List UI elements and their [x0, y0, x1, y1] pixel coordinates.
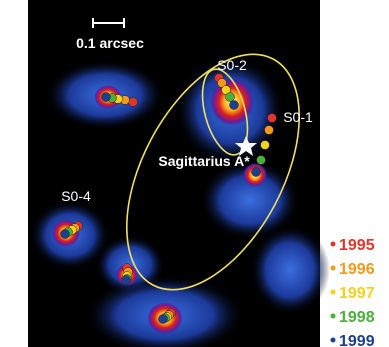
legend-bullet	[331, 338, 336, 343]
star-label: S0-4	[61, 188, 91, 204]
trail-dot	[252, 168, 261, 177]
trail-dot	[159, 315, 168, 324]
legend-label: 1999	[339, 333, 375, 347]
trail-dot	[261, 141, 270, 150]
trail-dot	[268, 114, 277, 123]
legend-bullet	[331, 266, 336, 271]
scale-label: 0.1 arcsec	[76, 35, 144, 51]
legend-label: 1995	[339, 237, 375, 254]
legend-label: 1996	[339, 261, 375, 278]
legend: 1995 1996 1997 1998 1999	[331, 237, 375, 347]
trail-dot	[230, 101, 239, 110]
trail-dot	[129, 98, 138, 107]
trail-dot	[61, 230, 70, 239]
trail-dot	[226, 93, 235, 102]
legend-label: 1998	[339, 309, 375, 326]
legend-label: 1997	[339, 285, 375, 302]
center-label: Sagittarius A*	[158, 153, 250, 169]
trail-dot	[102, 93, 111, 102]
legend-bullet	[331, 242, 336, 247]
star-label: S0-1	[283, 109, 313, 125]
star-label: S0-2	[217, 57, 247, 73]
legend-bullet	[331, 314, 336, 319]
figure: 0.1 arcsec Sagittarius A* S0-2 S0-1 S0-4…	[0, 0, 389, 347]
trail-dot	[122, 276, 131, 285]
trail-dot	[265, 126, 274, 135]
trail-dot	[257, 156, 266, 165]
legend-bullet	[331, 290, 336, 295]
